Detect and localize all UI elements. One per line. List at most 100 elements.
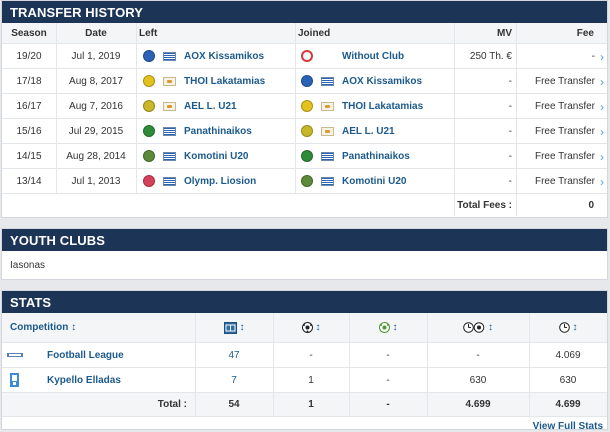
joined-club-cell: THOI Lakatamias xyxy=(301,94,459,118)
transfer-row: 17/18 Aug 8, 2017 THOI Lakatamias AOX Kissa… xyxy=(2,69,607,94)
chevron-right-icon[interactable]: › xyxy=(600,50,604,64)
minutes-per-goal-icon xyxy=(463,322,485,333)
date-cell: Jul 29, 2015 xyxy=(68,125,124,137)
youth-clubs-title: YOUTH CLUBS xyxy=(2,229,607,251)
goals-value: - xyxy=(309,349,313,361)
competition-sort-header[interactable]: Competition ↕ xyxy=(10,322,77,333)
fee-cell[interactable]: Free Transfer xyxy=(534,150,595,162)
appearances-icon xyxy=(223,321,237,334)
chevron-right-icon[interactable]: › xyxy=(600,100,604,114)
left-club-link[interactable]: Olymp. Liosion xyxy=(184,175,257,187)
mv-cell: - xyxy=(508,75,512,87)
club-crest-icon xyxy=(143,175,155,187)
greece-flag-icon xyxy=(163,151,176,161)
chevron-right-icon[interactable]: › xyxy=(600,125,604,139)
left-club-cell: THOI Lakatamias xyxy=(143,69,301,93)
total-assists: - xyxy=(386,399,390,410)
joined-club-cell: Panathinaikos xyxy=(301,144,459,168)
stats-title: STATS xyxy=(2,291,607,313)
chevron-right-icon[interactable]: › xyxy=(600,150,604,164)
transfer-row: 16/17 Aug 7, 2016 AEL L. U21 THOI Lakatamia… xyxy=(2,94,607,119)
assists-sort-header[interactable]: ↕ xyxy=(349,313,427,342)
sort-glyph: ↕ xyxy=(239,322,245,333)
minutes-sort-header[interactable]: ↕ xyxy=(529,313,607,342)
left-club-cell: Panathinaikos xyxy=(143,119,301,143)
left-club-link[interactable]: AEL L. U21 xyxy=(184,100,237,112)
apps-sort-header[interactable]: ↕ xyxy=(195,313,273,342)
no-flag xyxy=(321,52,334,61)
mv-cell: - xyxy=(508,150,512,162)
joined-club-link[interactable]: Panathinaikos xyxy=(342,150,410,162)
left-club-link[interactable]: Komotini U20 xyxy=(184,150,249,162)
greece-flag-icon xyxy=(321,176,334,186)
date-cell: Jul 1, 2013 xyxy=(71,175,121,187)
greece-flag-icon xyxy=(163,176,176,186)
youth-clubs-box: YOUTH CLUBS Iasonas xyxy=(1,228,608,280)
chevron-right-icon[interactable]: › xyxy=(600,175,604,189)
club-crest-icon xyxy=(301,100,313,112)
total-minutes: 4.699 xyxy=(555,399,581,410)
fee-cell[interactable]: Free Transfer xyxy=(534,100,595,112)
season-cell: 15/16 xyxy=(16,125,42,137)
apps-value[interactable]: 47 xyxy=(228,349,240,361)
club-crest-icon xyxy=(301,125,313,137)
joined-club-cell: Komotini U20 xyxy=(301,169,459,193)
club-crest-icon xyxy=(143,50,155,62)
minutes-played-icon xyxy=(558,322,570,333)
chevron-right-icon[interactable]: › xyxy=(600,75,604,89)
sort-glyph: ↕ xyxy=(392,322,398,333)
min-goal-sort-header[interactable]: ↕ xyxy=(427,313,529,342)
cyprus-flag-icon xyxy=(163,101,176,111)
minutes-value: 4.069 xyxy=(555,349,581,361)
fee-cell[interactable]: Free Transfer xyxy=(534,175,595,187)
competition-link[interactable]: Kypello Elladas xyxy=(47,374,121,386)
fee-cell[interactable]: Free Transfer xyxy=(534,125,595,137)
competition-link[interactable]: Football League xyxy=(47,349,124,361)
total-min-goal: 4.699 xyxy=(465,399,491,410)
season-cell: 16/17 xyxy=(16,100,42,112)
assists-value: - xyxy=(386,374,390,386)
stats-header-row: Competition ↕ ↕ ↕ ↕ ↕ ↕ xyxy=(2,313,607,343)
left-club-link[interactable]: THOI Lakatamias xyxy=(184,75,266,87)
col-mv: MV xyxy=(497,27,512,39)
cyprus-flag-icon xyxy=(321,101,334,111)
fee-cell[interactable]: - xyxy=(591,50,595,62)
total-goals: 1 xyxy=(308,399,314,410)
joined-club-link[interactable]: AEL L. U21 xyxy=(342,125,395,137)
left-club-cell: AOX Kissamikos xyxy=(143,44,301,68)
without-club-icon xyxy=(301,50,313,62)
season-cell: 19/20 xyxy=(16,50,42,62)
minutes-value: 630 xyxy=(559,374,577,386)
fee-cell[interactable]: Free Transfer xyxy=(534,75,595,87)
date-cell: Aug 28, 2014 xyxy=(66,150,126,162)
transfer-row: 14/15 Aug 28, 2014 Komotini U20 Panathinaik… xyxy=(2,144,607,169)
transfer-header-row: Season Date Left Joined MV Fee xyxy=(2,23,607,44)
club-crest-icon xyxy=(301,175,313,187)
joined-club-cell: AEL L. U21 xyxy=(301,119,459,143)
goals-sort-header[interactable]: ↕ xyxy=(273,313,349,342)
goals-icon xyxy=(301,322,313,333)
sort-glyph: ↕ xyxy=(315,322,321,333)
club-crest-icon xyxy=(143,150,155,162)
joined-club-link[interactable]: THOI Lakatamias xyxy=(342,100,424,112)
season-cell: 17/18 xyxy=(16,75,42,87)
joined-club-link[interactable]: Without Club xyxy=(342,50,405,62)
left-club-link[interactable]: AOX Kissamikos xyxy=(184,50,265,62)
apps-value[interactable]: 7 xyxy=(231,374,237,386)
col-joined: Joined xyxy=(298,27,331,39)
transfer-row: 15/16 Jul 29, 2015 Panathinaikos AEL L. U21… xyxy=(2,119,607,144)
col-left: Left xyxy=(139,27,158,39)
date-cell: Aug 8, 2017 xyxy=(69,75,123,87)
col-date: Date xyxy=(85,27,107,39)
col-fee: Fee xyxy=(576,27,594,39)
min-goal-value: - xyxy=(476,349,480,361)
left-club-link[interactable]: Panathinaikos xyxy=(184,125,252,137)
stats-box: STATS Competition ↕ ↕ ↕ ↕ ↕ ↕ xyxy=(1,290,608,432)
joined-club-link[interactable]: Komotini U20 xyxy=(342,175,407,187)
joined-club-link[interactable]: AOX Kissamikos xyxy=(342,75,423,87)
stats-row-football-league: Football League 47 - - - 4.069 xyxy=(2,343,607,368)
stats-row-kypello-elladas: Kypello Elladas 7 1 - 630 630 xyxy=(2,368,607,393)
left-club-cell: Komotini U20 xyxy=(143,144,301,168)
club-crest-icon xyxy=(143,125,155,137)
view-full-stats-link[interactable]: View Full Stats xyxy=(532,421,603,432)
